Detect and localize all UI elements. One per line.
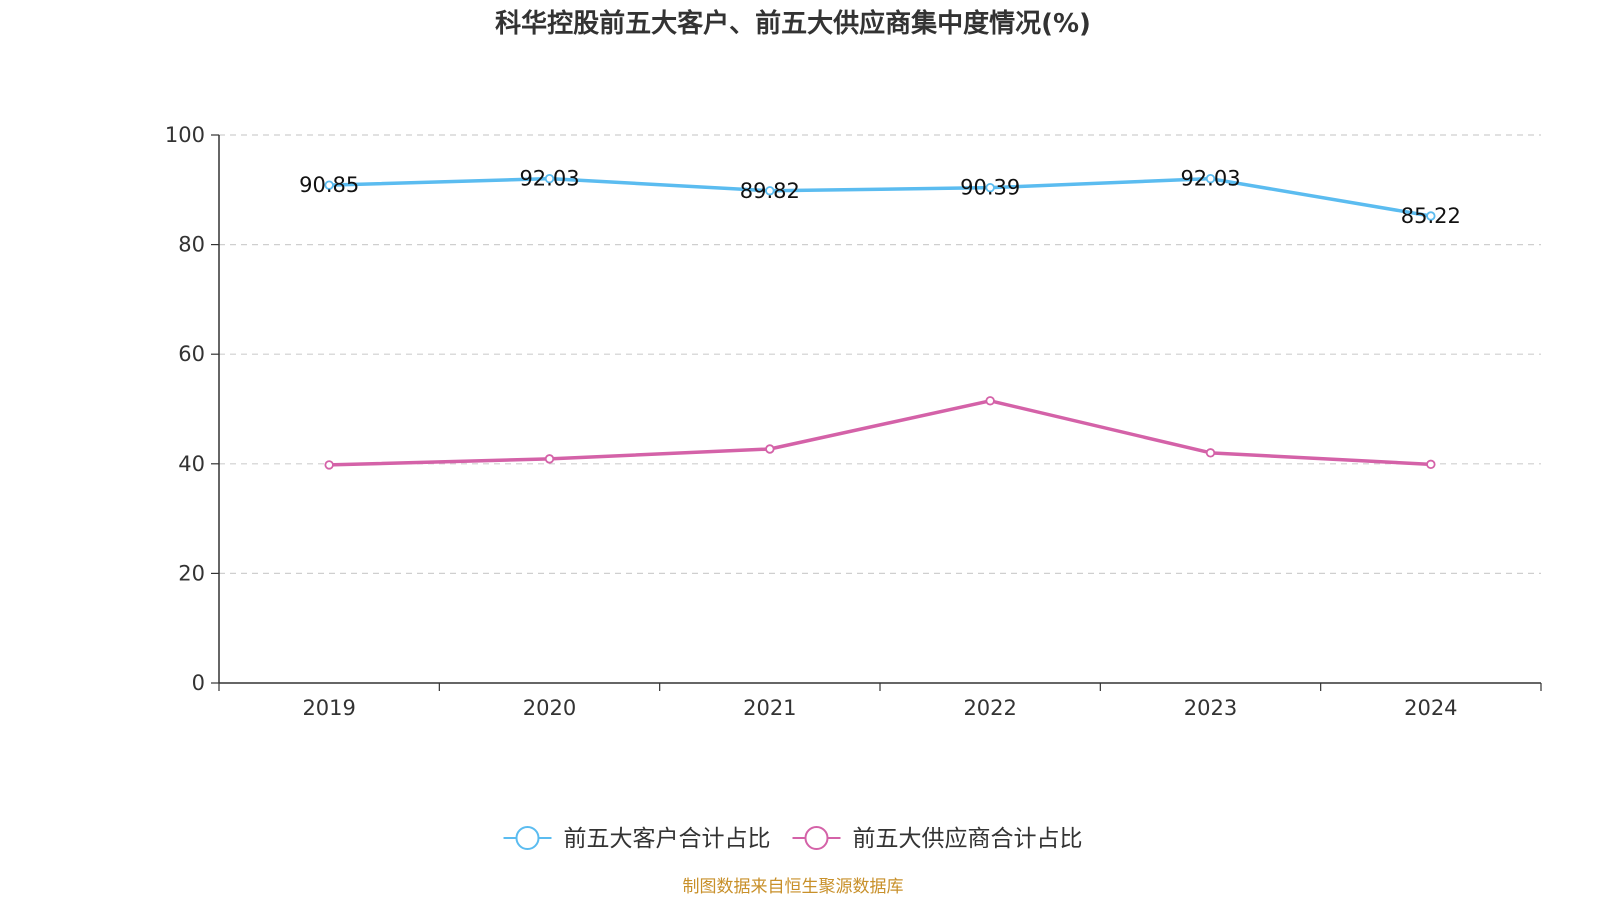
data-point — [1426, 211, 1436, 221]
x-tick-label: 2023 — [1184, 696, 1237, 720]
data-point — [544, 173, 555, 184]
y-tick-label: 100 — [165, 123, 205, 147]
x-tick-label: 2021 — [743, 696, 796, 720]
y-tick-label: 80 — [178, 233, 205, 257]
data-labels: 90.85 92.03 89.82 90.39 92.03 85.22 — [299, 167, 1461, 228]
data-point — [324, 180, 334, 190]
data-point — [544, 454, 555, 464]
chart-title: 科华控股前五大客户、前五大供应商集中度情况(%) — [495, 8, 1091, 39]
data-point — [1205, 173, 1216, 184]
data-label: 89.82 — [740, 179, 800, 203]
x-tick-label: 2019 — [302, 696, 355, 720]
axes: 0 20 40 60 80 100 2019 2020 2021 2022 2023 2024 — [165, 123, 1542, 720]
legend: 前五大客户合计占比 前五大供应商合计占比 — [503, 826, 1083, 852]
data-label: 92.03 — [1180, 167, 1240, 191]
data-point — [324, 460, 334, 470]
legend-label: 前五大供应商合计占比 — [853, 826, 1083, 852]
legend-item-2: 前五大供应商合计占比 — [792, 826, 1083, 852]
grid — [219, 134, 1541, 575]
legend-marker-icon — [804, 826, 829, 850]
y-tick-label: 60 — [178, 342, 205, 366]
legend-label: 前五大客户合计占比 — [564, 826, 771, 852]
data-label: 85.22 — [1401, 204, 1461, 228]
legend-marker-icon — [515, 826, 540, 850]
data-label: 90.39 — [960, 176, 1020, 200]
data-point — [1205, 448, 1216, 458]
x-tick-label: 2024 — [1404, 696, 1457, 720]
series-line-1 — [329, 176, 1432, 218]
data-point — [765, 186, 775, 196]
y-tick-label: 20 — [178, 561, 205, 585]
data-label: 92.03 — [519, 167, 579, 191]
data-point — [985, 182, 995, 193]
data-label: 90.85 — [299, 173, 359, 197]
data-point — [1426, 459, 1436, 470]
legend-item-1: 前五大客户合计占比 — [503, 826, 771, 852]
data-point — [765, 444, 775, 454]
y-tick-label: 0 — [192, 671, 205, 695]
data-point — [985, 396, 995, 406]
x-tick-label: 2020 — [523, 696, 576, 720]
series-line-2 — [329, 399, 1431, 467]
source-note: 制图数据来自恒生聚源数据库 — [683, 877, 904, 897]
x-tick-label: 2022 — [963, 696, 1016, 720]
y-tick-label: 40 — [178, 452, 205, 476]
series — [324, 173, 1436, 470]
